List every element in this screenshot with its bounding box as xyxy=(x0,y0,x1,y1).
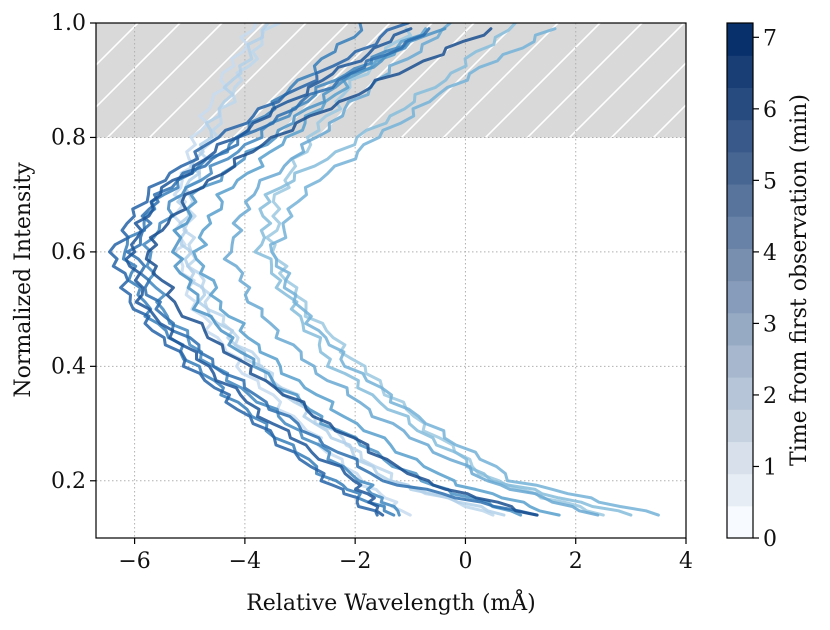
colorbar-tick-label: 3 xyxy=(763,312,777,337)
colorbar-level xyxy=(727,55,753,88)
hatch-line xyxy=(400,23,517,137)
x-tick-label: −6 xyxy=(118,549,150,574)
x-tick-label: −4 xyxy=(229,549,261,574)
series-line xyxy=(125,27,539,517)
y-axis-ticks: 0.2 0.4 0.6 0.8 1.0 xyxy=(51,11,96,494)
colorbar-level xyxy=(727,23,753,56)
y-axis-label: Normalized Intensity xyxy=(11,162,36,398)
colorbar-frame xyxy=(726,22,754,539)
series-line xyxy=(124,27,413,517)
y-tick-label: 0.8 xyxy=(51,125,86,150)
colorbar-level xyxy=(727,119,753,153)
series-line xyxy=(222,23,600,517)
hatch-line xyxy=(610,61,686,137)
y-tick-label: 0.6 xyxy=(51,240,86,265)
hatch-line xyxy=(106,23,223,137)
x-axis-label: Relative Wavelength (mÅ) xyxy=(246,588,536,616)
colorbar-level xyxy=(727,248,753,282)
plot-frame xyxy=(95,22,687,539)
series-line xyxy=(269,27,660,517)
colorbar-level xyxy=(727,87,753,121)
colorbar-level xyxy=(727,473,753,507)
colorbar-tick-label: 7 xyxy=(763,26,777,51)
colorbar-level xyxy=(727,505,753,539)
series-line xyxy=(171,27,523,517)
colorbar-level xyxy=(727,441,753,475)
y-tick-label: 1.0 xyxy=(51,11,86,36)
series-line xyxy=(171,23,412,517)
x-tick-label: −2 xyxy=(339,549,371,574)
colorbar-ticks: 0 1 2 3 4 5 6 7 xyxy=(753,26,777,552)
colorbar-tick-label: 4 xyxy=(763,241,777,266)
colorbar xyxy=(726,22,754,539)
colorbar-level xyxy=(727,216,753,249)
hatch-line xyxy=(526,23,643,137)
x-axis-ticks: −6 −4 −2 0 2 4 xyxy=(118,538,693,574)
hatch-line xyxy=(442,23,559,137)
colorbar-level xyxy=(727,344,753,378)
x-tick-label: 0 xyxy=(458,549,472,574)
series-lines xyxy=(108,23,660,517)
colorbar-level xyxy=(727,312,753,346)
colorbar-level xyxy=(727,151,753,185)
colorbar-tick-label: 5 xyxy=(763,169,777,194)
hatch-line xyxy=(358,23,475,137)
x-tick-label: 2 xyxy=(569,549,583,574)
hatch-line xyxy=(484,23,601,137)
series-line xyxy=(192,27,561,517)
colorbar-label: Time from first observation (min) xyxy=(787,94,812,466)
series-line xyxy=(144,27,539,517)
y-tick-label: 0.4 xyxy=(51,354,86,379)
hatch-line xyxy=(652,103,686,137)
plot-area xyxy=(95,22,687,539)
hatch-line xyxy=(96,23,97,25)
colorbar-tick-label: 0 xyxy=(763,527,777,552)
colorbar-tick-label: 2 xyxy=(763,384,777,409)
hatch-line xyxy=(568,23,685,137)
y-tick-label: 0.2 xyxy=(51,469,86,494)
hatch-line xyxy=(190,23,307,137)
hatch-line xyxy=(96,23,181,109)
hatch-line xyxy=(96,23,139,67)
colorbar-level xyxy=(727,280,753,314)
x-tick-label: 4 xyxy=(679,549,693,574)
series-line xyxy=(253,23,633,517)
colorbar-tick-label: 6 xyxy=(763,98,777,123)
series-line xyxy=(108,23,410,517)
colorbar-level xyxy=(727,377,753,410)
colorbar-level xyxy=(727,409,753,443)
colorbar-tick-label: 1 xyxy=(763,455,777,480)
colorbar-level xyxy=(727,183,753,217)
